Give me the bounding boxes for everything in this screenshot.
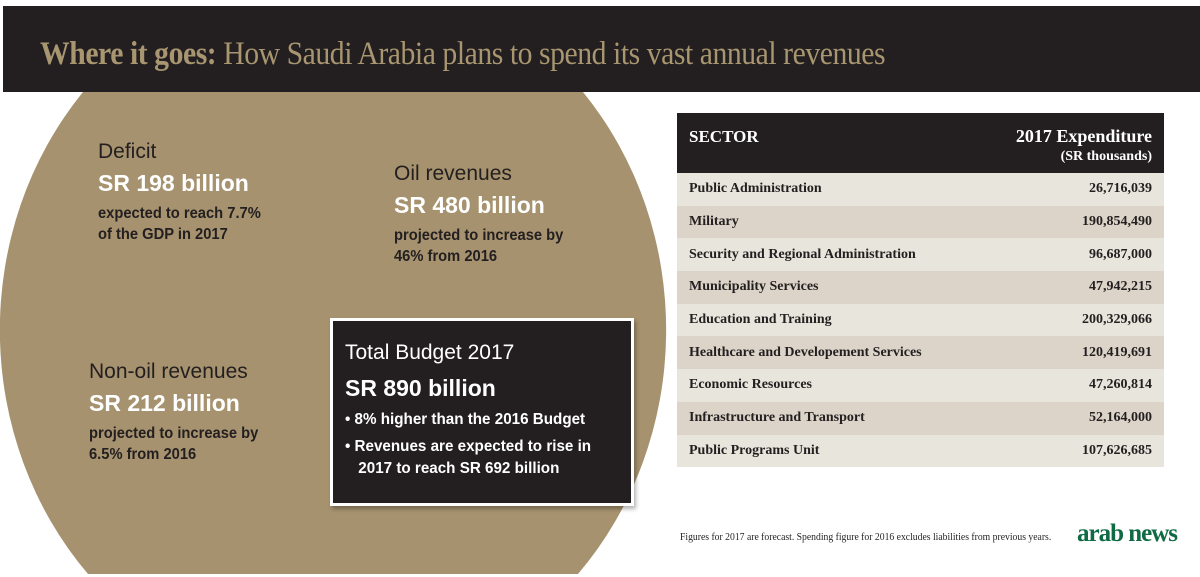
column-header-sector: SECTOR xyxy=(689,127,759,146)
sector-cell: Infrastructure and Transport xyxy=(689,410,865,426)
expenditure-cell: 96,687,000 xyxy=(1089,246,1152,262)
expenditure-cell: 120,419,691 xyxy=(1082,344,1152,360)
table-header: SECTOR 2017 Expenditure (SR thousands) xyxy=(677,113,1164,173)
table-row: Economic Resources 47,260,814 xyxy=(677,369,1164,402)
nonoil-stat: Non-oil revenues SR 212 billion projecte… xyxy=(89,360,273,465)
sector-cell: Education and Training xyxy=(689,312,832,328)
sector-cell: Security and Regional Administration xyxy=(689,246,916,262)
sector-cell: Economic Resources xyxy=(689,377,812,393)
budget-bullet: • 8% higher than the 2016 Budget xyxy=(345,411,586,428)
table-row: Municipality Services 47,942,215 xyxy=(677,271,1164,304)
oil-desc-line: 46% from 2016 xyxy=(394,248,498,265)
title-rest: How Saudi Arabia plans to spend its vast… xyxy=(216,36,886,72)
oil-desc-line: projected to increase by xyxy=(394,227,564,244)
nonoil-desc: projected to increase by 6.5% from 2016 xyxy=(89,423,258,465)
sector-cell: Public Administration xyxy=(689,181,822,197)
page-title: Where it goes: How Saudi Arabia plans to… xyxy=(40,36,886,73)
table-row: Infrastructure and Transport 52,164,000 xyxy=(677,401,1164,435)
oil-label: Oil revenues xyxy=(394,162,512,185)
arab-news-logo: arab news xyxy=(1077,520,1178,547)
sector-cell: Military xyxy=(689,214,739,230)
column-header-unit: (SR thousands) xyxy=(1060,149,1152,164)
total-budget-box: Total Budget 2017 SR 890 billion • 8% hi… xyxy=(330,318,634,506)
expenditure-table: SECTOR 2017 Expenditure (SR thousands) P… xyxy=(677,113,1164,468)
expenditure-cell: 200,329,066 xyxy=(1082,312,1152,328)
expenditure-cell: 52,164,000 xyxy=(1089,410,1152,426)
table-row: Healthcare and Developement Services 120,… xyxy=(677,336,1164,370)
oil-desc: projected to increase by 46% from 2016 xyxy=(394,225,563,267)
table-row: Security and Regional Administration 96,6… xyxy=(677,238,1164,272)
budget-bullets: • 8% higher than the 2016 Budget • Reven… xyxy=(345,409,615,485)
expenditure-cell: 26,716,039 xyxy=(1089,181,1152,197)
nonoil-value: SR 212 billion xyxy=(89,390,240,416)
sector-cell: Municipality Services xyxy=(689,279,819,295)
column-header-expenditure: 2017 Expenditure xyxy=(1015,126,1152,146)
sector-cell: Healthcare and Developement Services xyxy=(689,344,922,360)
nonoil-desc-line: projected to increase by xyxy=(89,425,259,442)
deficit-desc-line: of the GDP in 2017 xyxy=(98,226,228,243)
nonoil-label: Non-oil revenues xyxy=(89,360,248,383)
table-row: Public Administration 26,716,039 xyxy=(677,173,1164,206)
table-row: Education and Training 200,329,066 xyxy=(677,303,1164,337)
deficit-stat: Deficit SR 198 billion expected to reach… xyxy=(98,140,275,245)
deficit-desc: expected to reach 7.7% of the GDP in 2017 xyxy=(98,203,261,245)
nonoil-desc-line: 6.5% from 2016 xyxy=(89,446,197,463)
oil-value: SR 480 billion xyxy=(394,192,545,218)
title-bold: Where it goes: xyxy=(40,36,217,72)
footnote: Figures for 2017 are forecast. Spending … xyxy=(680,531,1052,543)
expenditure-cell: 47,260,814 xyxy=(1089,377,1152,393)
budget-bullet: • Revenues are expected to rise in 2017 … xyxy=(345,438,592,477)
sector-cell: Public Programs Unit xyxy=(689,442,820,458)
expenditure-cell: 190,854,490 xyxy=(1082,214,1152,230)
budget-value: SR 890 billion xyxy=(345,375,496,401)
table-row: Military 190,854,490 xyxy=(677,205,1164,239)
table-body: Public Administration 26,716,039 Military 1… xyxy=(677,173,1164,468)
deficit-value: SR 198 billion xyxy=(98,170,249,196)
header-banner: Where it goes: How Saudi Arabia plans to… xyxy=(3,6,1200,92)
table-row: Public Programs Unit 107,626,685 xyxy=(677,434,1164,468)
deficit-desc-line: expected to reach 7.7% xyxy=(98,205,261,222)
expenditure-cell: 107,626,685 xyxy=(1082,442,1152,458)
oil-stat: Oil revenues SR 480 billion projected to… xyxy=(394,162,578,267)
expenditure-cell: 47,942,215 xyxy=(1089,279,1152,295)
budget-label: Total Budget 2017 xyxy=(345,341,515,364)
deficit-label: Deficit xyxy=(98,140,157,163)
